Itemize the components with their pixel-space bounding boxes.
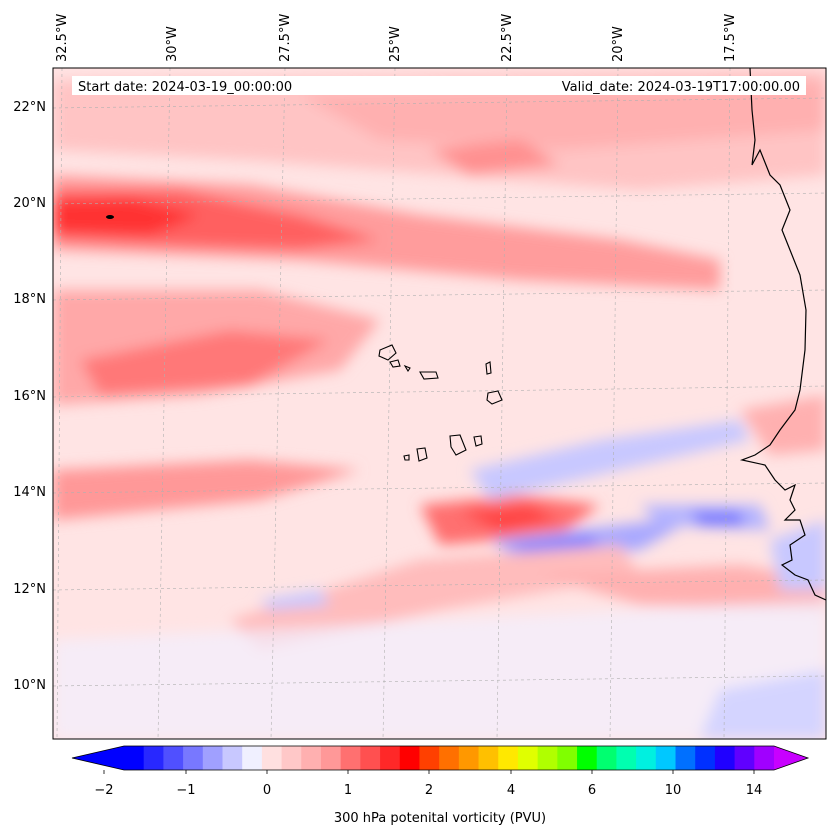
colorbar-segment bbox=[242, 746, 263, 770]
lat-label: 12°N bbox=[13, 582, 46, 597]
cape-verde-islands bbox=[378, 344, 503, 462]
colorbar-segment bbox=[636, 746, 657, 770]
colorbar-tick-labels: −2 −1 0 1 2 4 6 10 14 bbox=[94, 783, 762, 798]
colorbar-segment bbox=[754, 746, 775, 770]
longitude-labels: 32.5°W 30°W 27.5°W 25°W 22.5°W 20°W 17.5… bbox=[55, 14, 738, 62]
colorbar-tick-label: 10 bbox=[665, 783, 682, 798]
lat-label: 18°N bbox=[13, 292, 46, 307]
colorbar-segment bbox=[714, 746, 736, 770]
colorbar-segment bbox=[734, 746, 755, 770]
colorbar-segment bbox=[301, 746, 322, 770]
lon-label: 25°W bbox=[388, 26, 403, 62]
colorbar-segment bbox=[695, 746, 716, 770]
colorbar-segment bbox=[577, 746, 598, 770]
colorbar-tick-label: 6 bbox=[588, 783, 596, 798]
latitude-labels: 22°N 20°N 18°N 16°N 14°N 12°N 10°N bbox=[13, 100, 46, 693]
colorbar-tick-label: −1 bbox=[176, 783, 195, 798]
lon-label: 20°W bbox=[611, 26, 626, 62]
colorbar-segment bbox=[320, 746, 342, 770]
valid-date-label: Valid_date: 2024-03-19T17:00:00.00 bbox=[562, 80, 800, 95]
colorbar-segment bbox=[675, 746, 696, 770]
colorbar-segment bbox=[498, 746, 519, 770]
header-bar bbox=[72, 76, 806, 95]
colorbar-tick-label: 14 bbox=[746, 783, 763, 798]
colorbar-segment bbox=[616, 746, 637, 770]
colorbar-segment bbox=[655, 746, 676, 770]
colorbar-segment bbox=[478, 746, 499, 770]
colorbar-tick-label: 2 bbox=[425, 783, 433, 798]
pv-field bbox=[53, 68, 826, 739]
lat-label: 16°N bbox=[13, 389, 46, 404]
colorbar-segment bbox=[124, 746, 145, 770]
colorbar-tick-label: 0 bbox=[263, 783, 271, 798]
lon-label: 32.5°W bbox=[55, 14, 70, 62]
colorbar-segment bbox=[537, 746, 558, 770]
colorbar-segment bbox=[281, 746, 302, 770]
colorbar-tick-label: 4 bbox=[507, 783, 515, 798]
colorbar-segment bbox=[183, 746, 204, 770]
colorbar-extend-low bbox=[72, 746, 124, 770]
plot-frame bbox=[52, 67, 827, 740]
colorbar bbox=[71, 745, 810, 774]
colorbar-outline bbox=[71, 745, 810, 771]
lat-label: 10°N bbox=[13, 678, 46, 693]
colorbar-segment bbox=[202, 746, 223, 770]
colorbar-segment bbox=[143, 746, 164, 770]
pv-maximum-marker bbox=[106, 215, 114, 219]
colorbar-title: 300 hPa potenital vorticity (PVU) bbox=[334, 811, 546, 826]
colorbar-segment bbox=[360, 746, 381, 770]
colorbar-segment bbox=[340, 746, 361, 770]
lat-label: 22°N bbox=[13, 100, 46, 115]
colorbar-segment bbox=[517, 746, 539, 770]
colorbar-segment bbox=[419, 746, 440, 770]
colorbar-tick-label: 1 bbox=[344, 783, 352, 798]
start-date-label: Start date: 2024-03-19_00:00:00 bbox=[78, 80, 292, 95]
gridlines bbox=[53, 68, 826, 739]
colorbar-extend-high bbox=[774, 746, 808, 770]
lon-label: 17.5°W bbox=[723, 14, 738, 62]
lon-label: 27.5°W bbox=[278, 14, 293, 62]
colorbar-segment bbox=[222, 746, 243, 770]
lat-label: 14°N bbox=[13, 485, 46, 500]
colorbar-segment bbox=[261, 746, 282, 770]
africa-coastline bbox=[739, 68, 826, 601]
colorbar-segment bbox=[439, 746, 460, 770]
colorbar-segment bbox=[557, 746, 578, 770]
colorbar-segment bbox=[380, 746, 401, 770]
colorbar-segment bbox=[458, 746, 479, 770]
colorbar-tick-label: −2 bbox=[94, 783, 113, 798]
colorbar-segment bbox=[163, 746, 184, 770]
lat-label: 20°N bbox=[13, 196, 46, 211]
lon-label: 22.5°W bbox=[500, 14, 515, 62]
lon-label: 30°W bbox=[165, 26, 180, 62]
colorbar-segment bbox=[596, 746, 617, 770]
colorbar-segment bbox=[399, 746, 420, 770]
